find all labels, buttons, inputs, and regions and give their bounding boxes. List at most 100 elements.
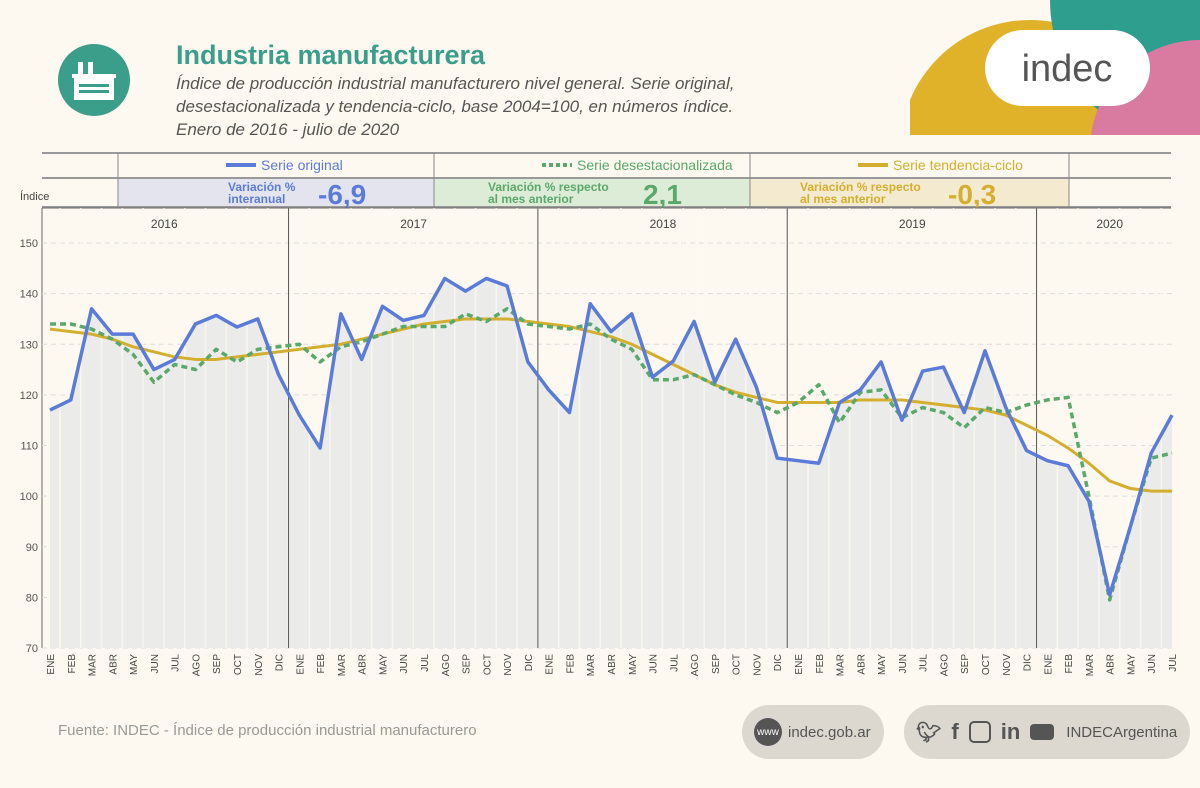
x-tick-label: MAY (129, 654, 140, 675)
x-tick-label: AGO (690, 654, 701, 676)
x-tick-label: SEP (960, 654, 971, 674)
var2-label-line2: al mes anterior (488, 192, 574, 206)
x-tick-label: AGO (191, 654, 202, 676)
x-tick-label: MAY (378, 654, 389, 675)
x-tick-label: ENE (295, 654, 306, 675)
x-tick-label: MAR (1085, 654, 1096, 676)
y-tick-label: 100 (20, 491, 38, 503)
x-tick-label: AGO (939, 654, 950, 676)
factory-icon (58, 44, 130, 116)
x-tick-label: MAY (877, 654, 888, 675)
youtube-icon[interactable] (1030, 724, 1055, 740)
var1-value: -6,9 (318, 179, 366, 210)
x-tick-label: JUN (150, 654, 161, 673)
y-tick-label: 90 (26, 542, 38, 554)
x-tick-label: ENE (794, 654, 805, 675)
social-links: 🐦︎ f in INDECArgentina (904, 705, 1190, 759)
year-label-2017: 2017 (400, 217, 427, 231)
x-tick-label: JUL (420, 654, 431, 672)
var1-label-line2: interanual (228, 192, 285, 206)
chart: Serie original Serie desestacionalizada Se… (20, 152, 1183, 676)
x-tick-label: ABR (607, 654, 618, 675)
website-link[interactable]: www indec.gob.ar (742, 705, 884, 759)
x-tick-label: DIC (275, 654, 286, 671)
subtitle-line-2: desestacionalizada y tendencia-ciclo, ba… (176, 97, 734, 116)
x-tick-label: OCT (981, 654, 992, 675)
page-title: Industria manufacturera (176, 40, 486, 70)
year-label-2016: 2016 (151, 217, 178, 231)
year-label-2018: 2018 (650, 217, 677, 231)
x-tick-label: ABR (108, 654, 119, 675)
variation-box-desest (434, 178, 750, 207)
x-tick-label: NOV (1002, 654, 1013, 676)
x-tick-label: MAR (586, 654, 597, 676)
x-tick-label: ABR (1106, 654, 1117, 675)
original-area (50, 278, 1172, 648)
x-tick-label: NOV (503, 654, 514, 676)
x-tick-label: JUL (171, 654, 182, 672)
y-tick-label: 150 (20, 238, 38, 250)
twitter-icon[interactable]: 🐦︎ (916, 721, 942, 744)
x-tick-label: ENE (545, 654, 556, 675)
x-tick-label: ABR (856, 654, 867, 675)
x-tick-label: SEP (711, 654, 722, 674)
x-tick-label: MAR (836, 654, 847, 676)
x-tick-label: OCT (233, 654, 244, 675)
legend-label-desest: Serie desestacionalizada (577, 157, 733, 173)
x-tick-label: JUL (919, 654, 930, 672)
facebook-icon[interactable]: f (951, 719, 959, 744)
x-tick-label: NOV (254, 654, 265, 676)
y-tick-label: 80 (26, 592, 38, 604)
x-tick-label: ENE (46, 654, 57, 675)
legend-label-original: Serie original (261, 157, 343, 173)
var3-label-line1: Variación % respecto (800, 180, 921, 194)
variation-box-tendencia (750, 178, 1069, 207)
var3-label-line2: al mes anterior (800, 192, 886, 206)
x-tick-label: MAR (88, 654, 99, 676)
x-tick-label: MAR (337, 654, 348, 676)
x-tick-label: JUN (399, 654, 410, 673)
x-tick-label: AGO (441, 654, 452, 676)
x-tick-label: MAY (628, 654, 639, 675)
x-tick-label: JUN (1147, 654, 1158, 673)
x-tick-label: ABR (358, 654, 369, 675)
y-axis-label: Índice (20, 190, 49, 203)
year-label-2019: 2019 (899, 217, 926, 231)
y-tick-label: 110 (20, 441, 38, 453)
subtitle-line-1: Índice de producción industrial manufact… (176, 74, 735, 93)
legend-label-tendencia: Serie tendencia-ciclo (893, 157, 1023, 173)
x-tick-label: NOV (752, 654, 763, 676)
instagram-icon[interactable] (968, 721, 991, 743)
www-icon: www (754, 718, 782, 746)
social-handle: INDECArgentina (1066, 723, 1178, 741)
indec-logo: indec (900, 0, 1200, 280)
var1-label-line1: Variación % (228, 180, 296, 194)
x-tick-label: DIC (773, 654, 784, 671)
x-tick-label: JUN (649, 654, 660, 673)
website-text: indec.gob.ar (788, 723, 871, 741)
x-tick-label: FEB (565, 654, 576, 674)
x-tick-label: FEB (1064, 654, 1075, 674)
x-tick-label: JUN (898, 654, 909, 673)
x-tick-label: DIC (1023, 654, 1034, 671)
y-tick-label: 130 (20, 339, 38, 351)
y-tick-label: 120 (20, 390, 38, 402)
var2-label-line1: Variación % respecto (488, 180, 609, 194)
y-tick-label: 70 (26, 643, 38, 655)
variation-box-original (118, 178, 434, 207)
x-tick-label: JUL (1168, 654, 1179, 672)
var2-value: 2,1 (643, 179, 682, 210)
x-tick-label: FEB (67, 654, 78, 674)
x-tick-label: JUL (669, 654, 680, 672)
x-tick-label: SEP (462, 654, 473, 674)
source-note: Fuente: INDEC - Índice de producción ind… (58, 722, 477, 739)
x-tick-label: FEB (815, 654, 826, 674)
var3-value: -0,3 (948, 179, 996, 210)
y-tick-label: 140 (20, 289, 38, 301)
x-tick-label: SEP (212, 654, 223, 674)
x-tick-label: OCT (482, 654, 493, 675)
x-tick-label: ENE (1043, 654, 1054, 675)
linkedin-icon[interactable]: in (1000, 719, 1021, 744)
year-label-2020: 2020 (1096, 217, 1123, 231)
subtitle-line-3: Enero de 2016 - julio de 2020 (176, 120, 400, 139)
